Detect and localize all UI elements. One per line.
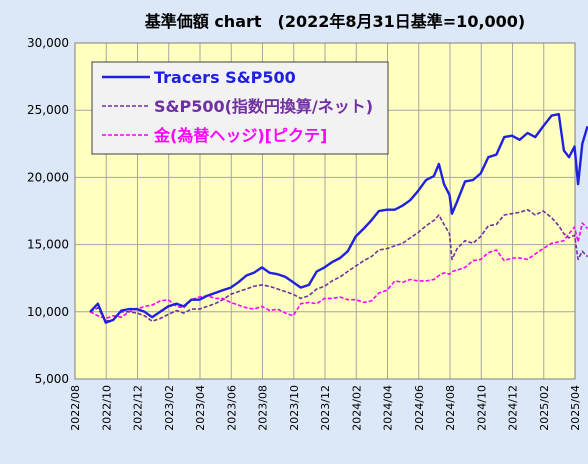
x-tick-label: 2023/04 xyxy=(194,385,207,431)
series-line xyxy=(89,112,588,324)
x-tick-label: 2024/12 xyxy=(507,385,520,431)
x-tick-label: 2022/10 xyxy=(100,385,113,431)
x-tick-label: 2024/04 xyxy=(382,385,395,431)
y-tick-label: 20,000 xyxy=(27,170,69,184)
x-tick-label: 2024/06 xyxy=(413,385,426,431)
x-tick-label: 2024/08 xyxy=(444,385,457,431)
legend-label: Tracers S&P500 xyxy=(154,68,296,87)
legend: Tracers S&P500 S&P500(指数円換算/ネット) 金(為替ヘッジ)[… xyxy=(91,61,389,155)
x-tick-label: 2022/12 xyxy=(132,385,145,431)
y-tick-label: 15,000 xyxy=(27,238,69,252)
x-tick-label: 2025/02 xyxy=(538,385,551,431)
x-tick-label: 2023/12 xyxy=(319,385,332,431)
plot-border xyxy=(74,42,576,380)
series-line xyxy=(89,222,588,320)
plot-area: 5,000 10,000 15,000 20,000 25,000 30,000 2022/… xyxy=(27,36,588,431)
y-tick-label: 5,000 xyxy=(35,372,69,386)
series-line xyxy=(89,208,588,323)
x-tick-label: 2022/08 xyxy=(69,385,82,431)
chart-title: 基準価額 chart (2022年8月31日基準=10,000) xyxy=(144,12,526,31)
x-tick-label: 2025/04 xyxy=(569,385,582,431)
x-tick-label: 2024/02 xyxy=(350,385,363,431)
x-tick-label: 2023/10 xyxy=(288,385,301,431)
legend-label: 金(為替ヘッジ)[ピクテ] xyxy=(153,126,327,145)
x-tick-label: 2024/10 xyxy=(475,385,488,431)
y-tick-label: 25,000 xyxy=(27,103,69,117)
y-tick-label: 10,000 xyxy=(27,305,69,319)
x-tick-label: 2023/06 xyxy=(225,385,238,431)
legend-label: S&P500(指数円換算/ネット) xyxy=(154,97,373,116)
x-tick-label: 2023/08 xyxy=(257,385,270,431)
y-tick-label: 30,000 xyxy=(27,36,69,50)
x-tick-label: 2023/02 xyxy=(163,385,176,431)
